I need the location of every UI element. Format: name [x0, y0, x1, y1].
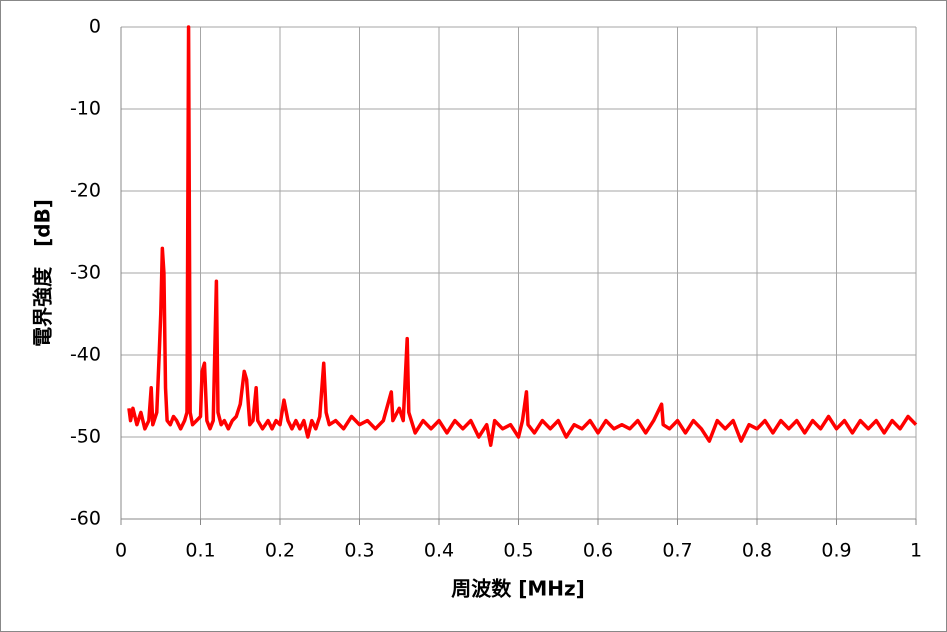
y-tick-label: -20: [70, 180, 101, 202]
y-tick-label: 0: [89, 16, 101, 38]
x-tick-label: 0.7: [662, 540, 692, 562]
x-tick-label: 0.3: [344, 540, 374, 562]
x-axis-title: 周波数 [MHz]: [451, 577, 585, 601]
y-tick-label: -60: [70, 508, 101, 530]
y-tick-label: -30: [70, 262, 101, 284]
data-line: [127, 25, 918, 447]
x-tick-label: 0.8: [742, 540, 772, 562]
x-tick-label: 0.5: [503, 540, 533, 562]
y-tick-label: -50: [70, 426, 101, 448]
x-tick-label: 0.2: [265, 540, 295, 562]
x-tick-label: 0.9: [821, 540, 851, 562]
y-tick-label: -10: [70, 98, 101, 120]
x-tick-label: 0.6: [583, 540, 613, 562]
y-tick-label: -40: [70, 344, 101, 366]
x-tick-label: 1: [910, 540, 922, 562]
x-tick-label: 0.1: [185, 540, 215, 562]
x-tick-label: 0: [115, 540, 127, 562]
y-axis-title: 電界強度 [dB]: [31, 199, 55, 347]
x-tick-label: 0.4: [424, 540, 454, 562]
